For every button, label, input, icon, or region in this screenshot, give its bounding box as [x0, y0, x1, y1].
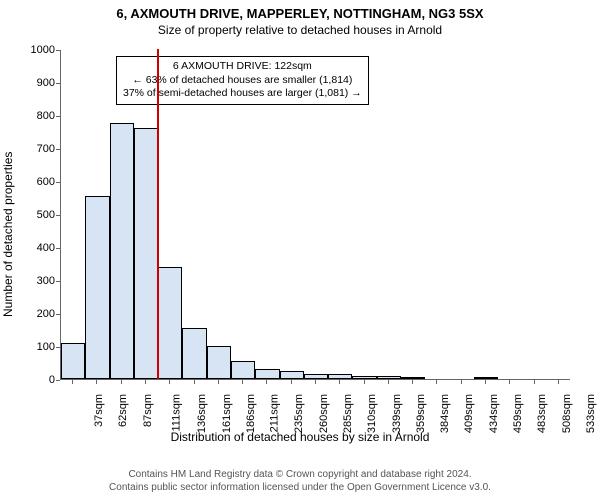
bar	[352, 376, 376, 379]
marker-line	[157, 49, 159, 379]
x-tick-label: 186sqm	[245, 394, 257, 433]
y-tick-label: 600	[15, 176, 55, 188]
x-tick-label: 260sqm	[318, 394, 330, 433]
x-tick-mark	[461, 380, 462, 384]
x-tick-mark	[72, 380, 73, 384]
x-tick-label: 339sqm	[391, 394, 403, 433]
bar	[474, 377, 498, 379]
y-tick-label: 400	[15, 242, 55, 254]
x-tick-label: 161sqm	[221, 394, 233, 433]
y-tick-label: 1000	[15, 44, 55, 56]
y-tick-label: 900	[15, 77, 55, 89]
bar	[85, 196, 109, 379]
bar	[401, 377, 425, 379]
bar	[158, 267, 182, 379]
x-tick-mark	[242, 380, 243, 384]
x-tick-label: 211sqm	[268, 394, 280, 432]
x-tick-label: 483sqm	[536, 394, 548, 433]
bar	[61, 343, 85, 379]
bar	[207, 346, 231, 379]
plot-area: 6 AXMOUTH DRIVE: 122sqm ← 63% of detache…	[60, 50, 570, 380]
x-tick-label: 285sqm	[342, 394, 354, 433]
annotation-line3: 37% of semi-detached houses are larger (…	[123, 87, 362, 101]
y-tick-label: 200	[15, 308, 55, 320]
annotation-line2: ← 63% of detached houses are smaller (1,…	[123, 74, 362, 88]
footer-line1: Contains HM Land Registry data © Crown c…	[0, 469, 600, 482]
x-axis-label: Distribution of detached houses by size …	[0, 430, 600, 444]
x-tick-label: 459sqm	[512, 394, 524, 433]
footer-line2: Contains public sector information licen…	[0, 482, 600, 495]
x-tick-label: 235sqm	[294, 394, 306, 433]
x-tick-mark	[364, 380, 365, 384]
x-tick-label: 62sqm	[117, 394, 129, 427]
x-tick-mark	[145, 380, 146, 384]
x-tick-label: 533sqm	[585, 394, 597, 433]
x-tick-label: 359sqm	[415, 394, 427, 433]
bar	[110, 123, 134, 379]
bar	[134, 128, 158, 379]
x-tick-mark	[218, 380, 219, 384]
title-block: 6, AXMOUTH DRIVE, MAPPERLEY, NOTTINGHAM,…	[0, 6, 600, 37]
y-tick-label: 0	[15, 374, 55, 386]
y-tick-label: 800	[15, 110, 55, 122]
x-tick-label: 409sqm	[464, 394, 476, 433]
x-tick-label: 87sqm	[142, 394, 154, 427]
x-tick-mark	[412, 380, 413, 384]
x-tick-label: 384sqm	[439, 394, 451, 433]
bar	[377, 376, 401, 379]
y-tick-label: 500	[15, 209, 55, 221]
x-tick-label: 310sqm	[366, 394, 378, 433]
bar	[182, 328, 206, 379]
chart-title: 6, AXMOUTH DRIVE, MAPPERLEY, NOTTINGHAM,…	[0, 6, 600, 21]
bar	[280, 371, 304, 379]
y-tick-label: 700	[15, 143, 55, 155]
x-tick-mark	[534, 380, 535, 384]
x-tick-mark	[485, 380, 486, 384]
annotation-line1: 6 AXMOUTH DRIVE: 122sqm	[123, 60, 362, 74]
x-tick-mark	[436, 380, 437, 384]
footer: Contains HM Land Registry data © Crown c…	[0, 469, 600, 494]
x-tick-mark	[509, 380, 510, 384]
x-tick-label: 434sqm	[488, 394, 500, 433]
x-tick-mark	[194, 380, 195, 384]
bar	[328, 374, 352, 379]
x-tick-mark	[315, 380, 316, 384]
x-tick-label: 37sqm	[93, 394, 105, 427]
chart-subtitle: Size of property relative to detached ho…	[0, 23, 600, 37]
x-tick-mark	[291, 380, 292, 384]
x-tick-label: 136sqm	[196, 394, 208, 433]
x-tick-mark	[339, 380, 340, 384]
x-tick-mark	[388, 380, 389, 384]
y-tick-mark	[56, 380, 60, 381]
y-tick-label: 300	[15, 275, 55, 287]
x-tick-label: 508sqm	[561, 394, 573, 433]
bar	[231, 361, 255, 379]
x-tick-mark	[121, 380, 122, 384]
x-tick-mark	[266, 380, 267, 384]
y-tick-label: 100	[15, 341, 55, 353]
x-tick-mark	[169, 380, 170, 384]
x-tick-label: 111sqm	[171, 394, 183, 432]
x-tick-mark	[558, 380, 559, 384]
chart-container: 6, AXMOUTH DRIVE, MAPPERLEY, NOTTINGHAM,…	[0, 0, 600, 500]
annotation-box: 6 AXMOUTH DRIVE: 122sqm ← 63% of detache…	[116, 56, 369, 105]
bar	[304, 374, 328, 379]
x-tick-mark	[96, 380, 97, 384]
bar	[255, 369, 279, 379]
